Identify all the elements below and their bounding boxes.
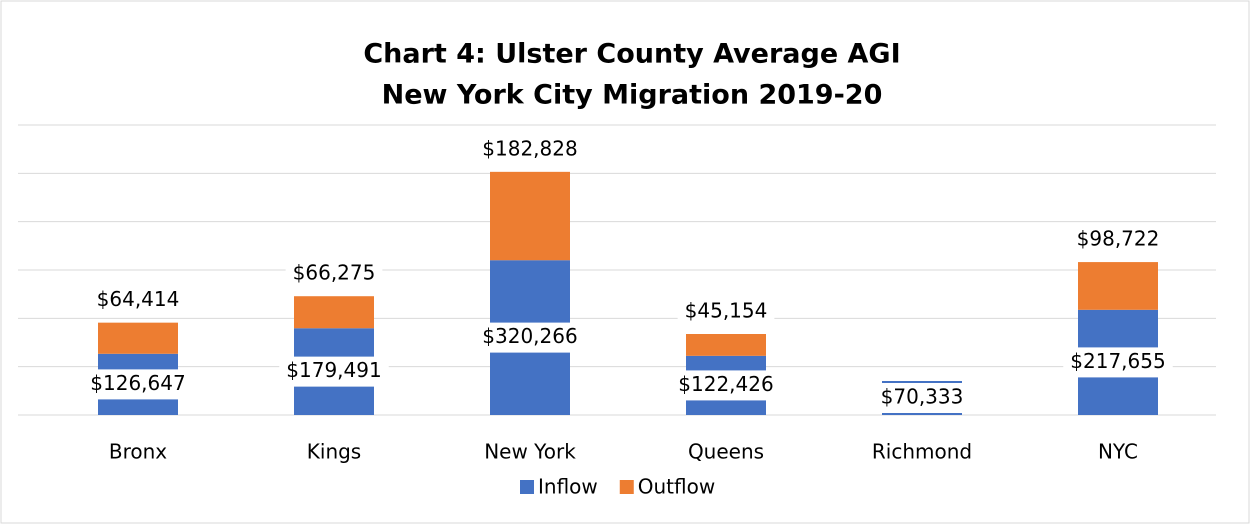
data-label-bg bbox=[671, 370, 781, 401]
data-label-bg bbox=[1069, 225, 1167, 256]
data-label: $182,828 bbox=[482, 136, 577, 160]
data-label-bg bbox=[475, 134, 585, 165]
bar-segment bbox=[98, 322, 178, 354]
bar-segment bbox=[1078, 262, 1158, 310]
data-label: $70,333 bbox=[881, 385, 964, 409]
x-tick-label: Bronx bbox=[109, 440, 167, 464]
bar-segment bbox=[686, 334, 766, 356]
data-label: $126,647 bbox=[90, 371, 185, 395]
x-tick-label: Queens bbox=[688, 440, 764, 464]
legend-swatch bbox=[619, 480, 634, 494]
x-tick-label: Richmond bbox=[872, 440, 972, 464]
data-label: $122,426 bbox=[678, 372, 773, 396]
bar-segment bbox=[490, 171, 570, 261]
data-label-bg bbox=[1063, 347, 1173, 378]
data-label-bg bbox=[89, 285, 187, 316]
legend-label: Outflow bbox=[638, 475, 715, 499]
data-label-bg bbox=[677, 297, 775, 328]
x-tick-label: Kings bbox=[307, 440, 361, 464]
data-label-bg bbox=[279, 356, 389, 387]
data-label-bg bbox=[285, 259, 383, 290]
x-tick-label: New York bbox=[484, 440, 576, 464]
data-label: $320,266 bbox=[482, 324, 577, 348]
legend-swatch bbox=[520, 480, 534, 494]
data-label: $98,722 bbox=[1077, 227, 1160, 251]
data-label-bg bbox=[83, 369, 193, 400]
x-tick-label: NYC bbox=[1098, 440, 1138, 464]
data-label: $66,275 bbox=[293, 261, 376, 285]
data-label-bg bbox=[475, 322, 585, 353]
chart-subtitle: New York City Migration 2019-20 bbox=[382, 80, 883, 111]
data-label: $64,414 bbox=[97, 287, 180, 311]
data-label-bg bbox=[873, 383, 971, 414]
chart-title: Chart 4: Ulster County Average AGI bbox=[363, 39, 900, 70]
data-label: $179,491 bbox=[286, 358, 381, 382]
data-label: $45,154 bbox=[685, 299, 768, 323]
bar-segment bbox=[294, 296, 374, 329]
legend-label: Inflow bbox=[538, 475, 598, 499]
data-label: $217,655 bbox=[1070, 349, 1165, 373]
